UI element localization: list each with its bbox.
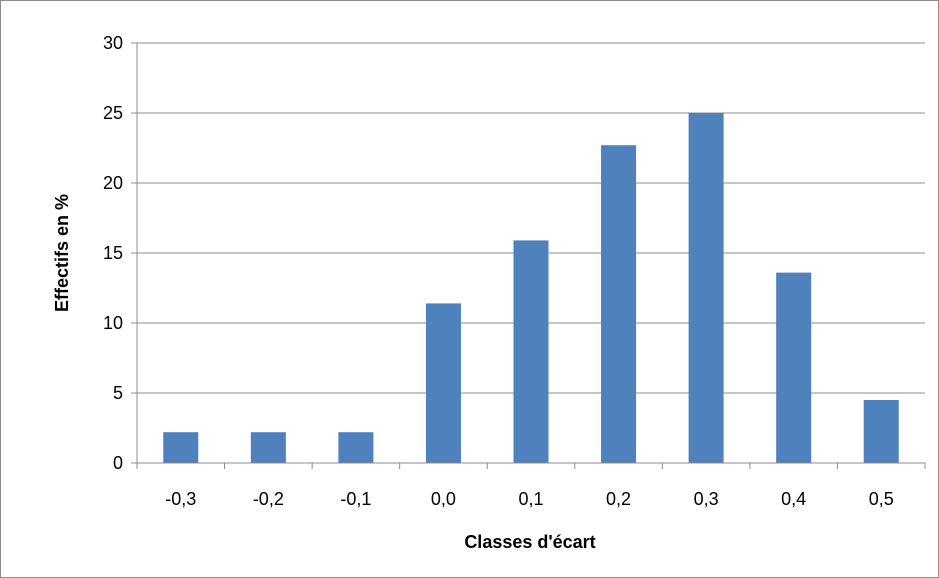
y-axis-title: Effectifs en % (52, 194, 72, 312)
x-tick-label: -0,2 (253, 489, 284, 509)
x-tick-label: 0,2 (606, 489, 631, 509)
bar-0,3 (688, 113, 724, 463)
bar-0,0 (425, 303, 461, 463)
y-tick-label: 30 (103, 33, 123, 53)
y-tick-label: 0 (113, 453, 123, 473)
bar-0,2 (601, 145, 637, 463)
bar-0,4 (776, 272, 812, 463)
x-tick-label: 0,5 (869, 489, 894, 509)
bar--0,1 (338, 432, 374, 463)
x-tick-label: 0,1 (518, 489, 543, 509)
x-tick-label: -0,1 (340, 489, 371, 509)
bar--0,2 (250, 432, 286, 463)
y-tick-label: 25 (103, 103, 123, 123)
x-tick-labels: -0,3 -0,2 -0,1 0,0 0,1 0,2 0,3 0,4 0,5 (165, 489, 893, 509)
x-tick-label: 0,0 (431, 489, 456, 509)
y-tick-label: 20 (103, 173, 123, 193)
bar--0,3 (163, 432, 199, 463)
x-tick-label: 0,3 (694, 489, 719, 509)
y-tick-label: 5 (113, 383, 123, 403)
bar-0,1 (513, 240, 549, 463)
x-axis-title: Classes d'écart (464, 532, 595, 552)
x-tick-label: -0,3 (165, 489, 196, 509)
x-tick-label: 0,4 (781, 489, 806, 509)
y-tick-label: 10 (103, 313, 123, 333)
y-tick-label: 15 (103, 243, 123, 263)
bars (163, 113, 899, 463)
bar-0,5 (863, 400, 899, 463)
y-tick-labels: 0 5 10 15 20 25 30 (103, 33, 123, 473)
axes (131, 42, 926, 469)
